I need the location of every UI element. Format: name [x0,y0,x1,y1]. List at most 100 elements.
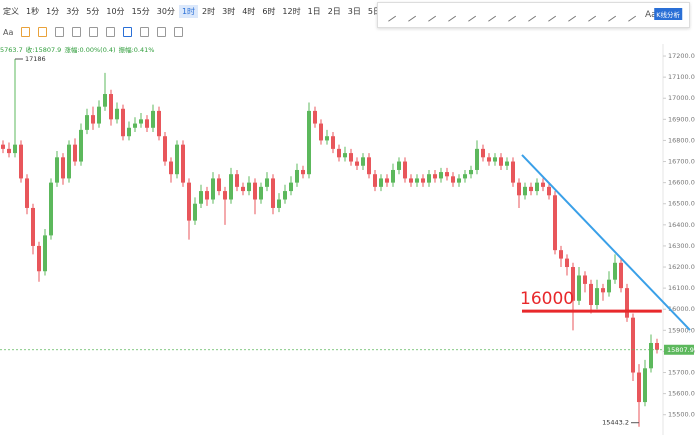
period-button[interactable]: 12时 [282,6,301,16]
icon[interactable] [106,27,116,37]
period-button[interactable]: 4时 [242,6,256,16]
tool[interactable] [482,8,497,22]
drawing-tools: Aa [377,2,690,28]
info-amplitude: 振幅:0.41% [118,46,155,54]
tool[interactable] [622,8,637,22]
candle-body [31,207,35,246]
analysis-button[interactable]: K线分析 [654,8,682,20]
tool[interactable] [522,8,537,22]
candle-body [301,169,305,175]
candle-body [139,119,143,124]
period-button[interactable]: 1分 [46,6,60,16]
tool[interactable] [422,8,437,22]
icon[interactable] [21,27,31,37]
candle-body [283,191,287,200]
icon[interactable] [89,27,99,37]
candle-body [19,144,23,179]
candle-body [355,161,359,166]
period-button[interactable]: 3日 [347,6,361,16]
candle-body [211,178,215,200]
candle-body [619,262,623,289]
candle-body [421,178,425,183]
candle-body [505,161,509,166]
tool[interactable] [582,8,597,22]
icon[interactable] [123,27,133,37]
candle-body [91,115,95,124]
info-change: 涨幅:0.00%(0.4) [64,46,116,54]
tool[interactable] [562,8,577,22]
font-button[interactable]: Aa [645,10,657,20]
y-tick-label: 16800.0 [668,136,695,144]
icon[interactable] [38,27,48,37]
tool[interactable] [602,8,617,22]
tool[interactable] [542,8,557,22]
trendline [521,154,691,331]
candle-body [631,317,635,373]
icon[interactable] [72,27,82,37]
price-tag [664,344,694,355]
period-button[interactable]: 1时 [178,4,199,18]
period-button[interactable]: 3时 [222,6,236,16]
candle-body [391,169,395,183]
y-tick-label: 15600.0 [668,390,695,398]
tool[interactable] [462,8,477,22]
period-button[interactable]: 10分 [106,6,125,16]
candle-body [43,235,47,272]
candle-body [109,94,113,120]
candle-body [349,153,353,162]
candle-body [649,342,653,369]
candle-body [199,191,203,204]
high-label: 17186 [25,55,46,63]
candle-body [205,191,209,200]
period-button[interactable]: 30分 [156,6,175,16]
icon[interactable] [55,27,65,37]
y-tick-label: 15900.0 [668,326,695,334]
candle-body [577,275,581,301]
candle-body [571,267,575,301]
icon[interactable] [174,27,184,37]
tool[interactable] [442,8,457,22]
candle-body [547,186,551,196]
period-button[interactable]: 1秒 [26,6,40,16]
y-tick-label: 16500.0 [668,200,695,208]
y-tick-label: 17100.0 [668,73,695,81]
icon[interactable] [157,27,167,37]
candle-body [451,176,455,183]
candle-body [115,108,119,120]
tool[interactable] [502,8,517,22]
y-tick-label: 16300.0 [668,242,695,250]
period-button[interactable]: 1日 [307,6,321,16]
period-button[interactable]: 5日 [367,6,381,16]
candle-body [589,283,593,306]
candle-body [559,250,563,259]
candle-body [265,178,269,187]
icon[interactable] [140,27,150,37]
candle-body [163,136,167,162]
candle-body [511,161,515,183]
y-tick-label: 17000.0 [668,94,695,102]
period-button[interactable]: 6时 [262,6,276,16]
y-tick-label: 16100.0 [668,284,695,292]
candle-body [1,144,5,149]
tool[interactable] [382,8,397,22]
period-button[interactable]: 定义 [3,6,19,16]
period-button[interactable]: 3分 [66,6,80,16]
candle-body [127,127,131,137]
period-button[interactable]: 5分 [86,6,100,16]
candle-body [613,262,617,280]
candle-body [487,157,491,162]
font-button[interactable]: Aa [3,27,14,37]
candle-body [67,144,71,179]
candle-body [241,186,245,192]
candle-body [217,178,221,192]
period-button[interactable]: 15分 [131,6,150,16]
period-button[interactable]: 2时 [202,6,216,16]
period-button[interactable]: 2日 [327,6,341,16]
y-tick-label: 15500.0 [668,411,695,419]
candle-body [409,178,413,183]
tool[interactable] [402,8,417,22]
candle-body [55,157,59,183]
candle-body [475,148,479,170]
